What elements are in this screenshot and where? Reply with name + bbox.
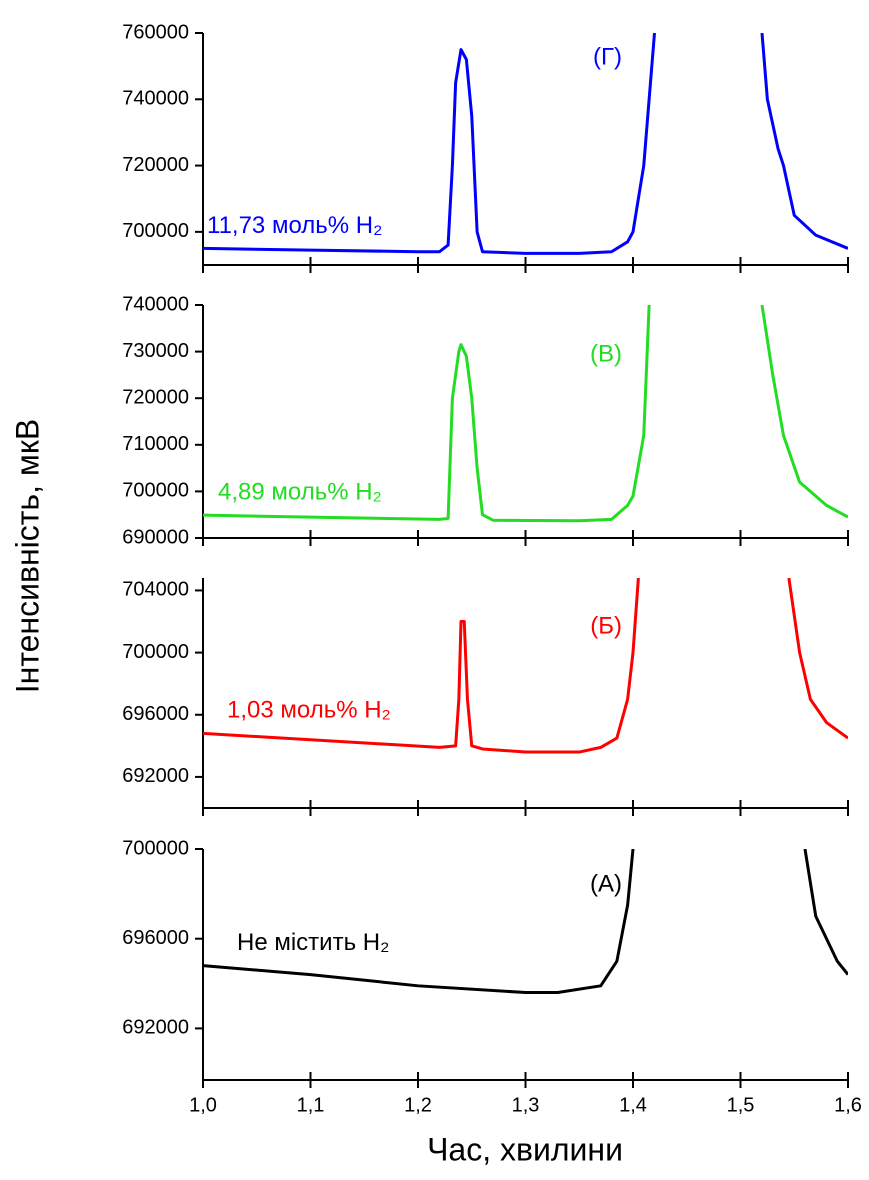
y-tick-label: 692000 — [122, 1017, 189, 1039]
y-tick-label: 692000 — [122, 765, 189, 787]
y-tick-label: 700000 — [122, 837, 189, 859]
panel-label: (Г) — [593, 43, 622, 70]
y-tick-label: 700000 — [122, 641, 189, 663]
x-tick-label: 1,4 — [619, 1094, 647, 1116]
series-line — [203, 578, 848, 754]
series-line — [203, 849, 848, 995]
series-label: Не містить H₂ — [237, 929, 389, 956]
x-tick-label: 1,3 — [512, 1094, 540, 1116]
x-axis-title: Час, хвилини — [427, 1131, 623, 1167]
panel-label: (В) — [590, 340, 622, 367]
y-tick-label: 704000 — [122, 579, 189, 601]
y-tick-label: 696000 — [122, 703, 189, 725]
series-label: 1,03 моль% H₂ — [227, 697, 391, 724]
x-tick-label: 1,5 — [727, 1094, 755, 1116]
y-tick-label: 720000 — [122, 154, 189, 176]
series-label: 4,89 моль% H₂ — [218, 479, 382, 506]
y-tick-label: 730000 — [122, 340, 189, 362]
y-tick-label: 700000 — [122, 220, 189, 242]
y-axis-title: Інтенсивність, мкВ — [9, 419, 45, 693]
series-line — [203, 305, 848, 523]
series-line — [203, 33, 848, 255]
y-tick-label: 740000 — [122, 88, 189, 110]
x-tick-label: 1,6 — [834, 1094, 862, 1116]
y-tick-label: 740000 — [122, 293, 189, 315]
y-tick-label: 710000 — [122, 433, 189, 455]
y-tick-label: 700000 — [122, 480, 189, 502]
x-tick-label: 1,2 — [404, 1094, 432, 1116]
x-tick-label: 1,0 — [189, 1094, 217, 1116]
y-tick-label: 760000 — [122, 21, 189, 43]
y-tick-label: 690000 — [122, 526, 189, 548]
x-tick-label: 1,1 — [297, 1094, 325, 1116]
y-tick-label: 696000 — [122, 927, 189, 949]
panel-label: (Б) — [590, 612, 622, 639]
y-tick-label: 720000 — [122, 386, 189, 408]
series-label: 11,73 моль% H₂ — [207, 212, 382, 239]
panel-label: (А) — [590, 870, 622, 897]
